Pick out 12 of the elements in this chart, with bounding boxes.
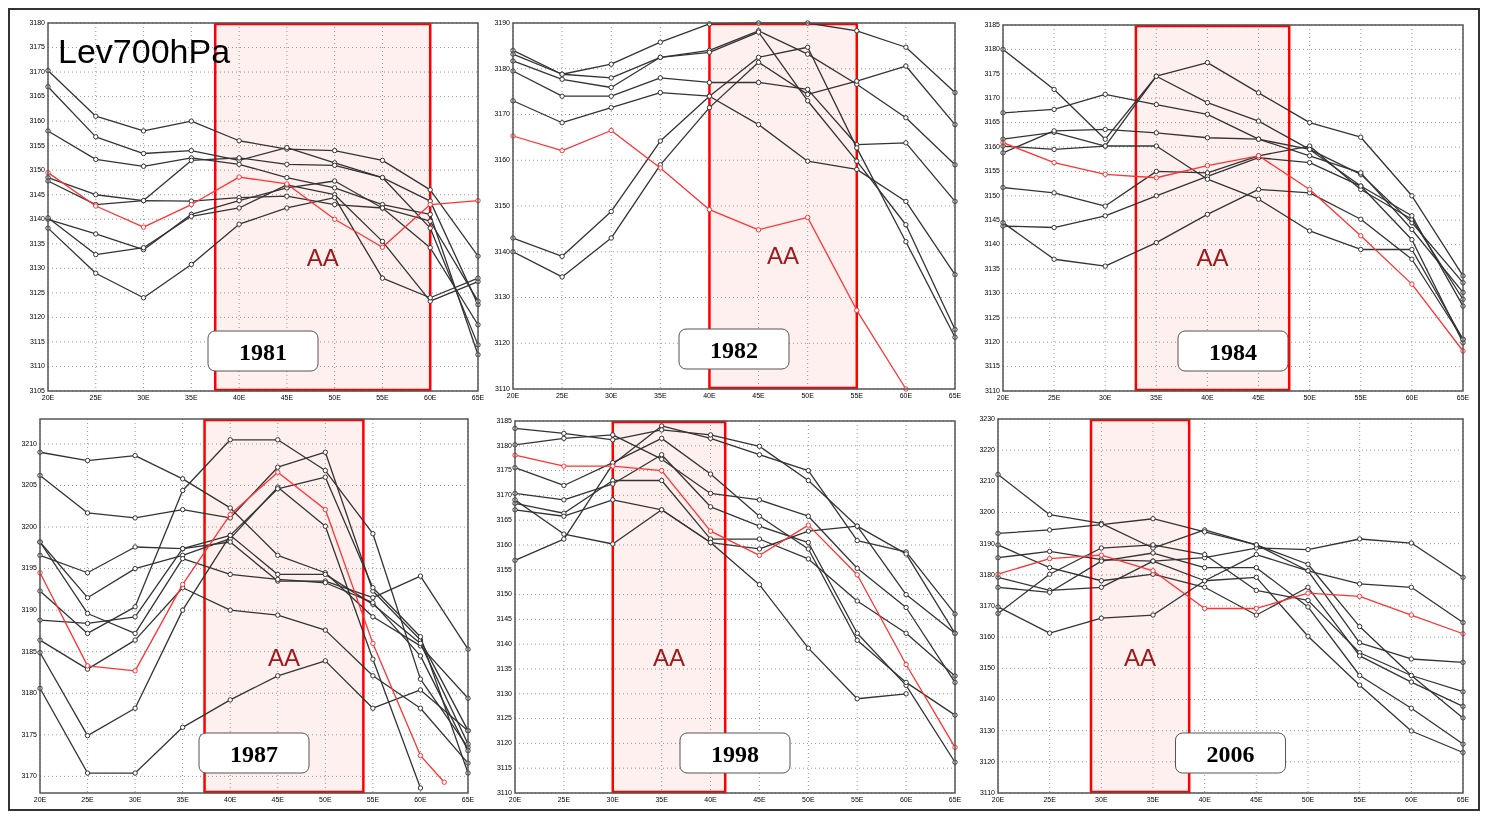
band-label: AA — [1196, 244, 1229, 272]
annotation: 2006 — [1206, 741, 1255, 767]
band-label: AA — [267, 643, 300, 671]
band-label: AA — [652, 644, 686, 672]
annotation: 1984 — [1209, 339, 1257, 365]
band-label: AA — [306, 243, 339, 271]
annotation: 1998 — [711, 741, 759, 767]
annotation: 1982 — [710, 337, 758, 363]
band-label: AA — [767, 242, 800, 270]
annotation: 1987 — [230, 741, 278, 767]
annotation: 1981 — [239, 339, 287, 365]
band-label: AA — [1124, 643, 1157, 671]
